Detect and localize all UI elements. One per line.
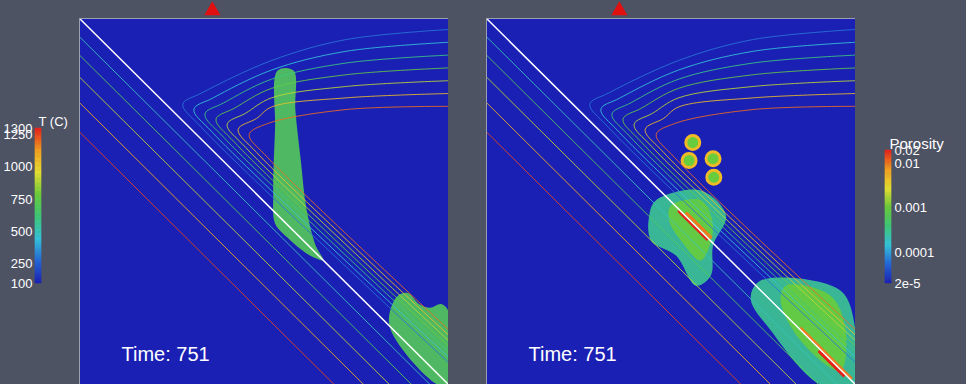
svg-text:Time: 751: Time: 751	[122, 343, 210, 365]
svg-text:750: 750	[11, 192, 33, 207]
svg-text:0.0001: 0.0001	[895, 245, 935, 260]
svg-text:250: 250	[11, 256, 33, 271]
svg-text:100: 100	[11, 276, 33, 291]
svg-text:T (C): T (C)	[39, 114, 68, 129]
svg-text:Time: 751: Time: 751	[529, 343, 617, 365]
svg-text:0.01: 0.01	[895, 156, 920, 171]
svg-text:500: 500	[11, 224, 33, 239]
svg-text:Porosity: Porosity	[890, 135, 945, 152]
svg-text:0.001: 0.001	[895, 200, 928, 215]
svg-text:1000: 1000	[4, 159, 33, 174]
svg-text:1250: 1250	[4, 127, 33, 142]
svg-text:2e-5: 2e-5	[895, 276, 921, 291]
